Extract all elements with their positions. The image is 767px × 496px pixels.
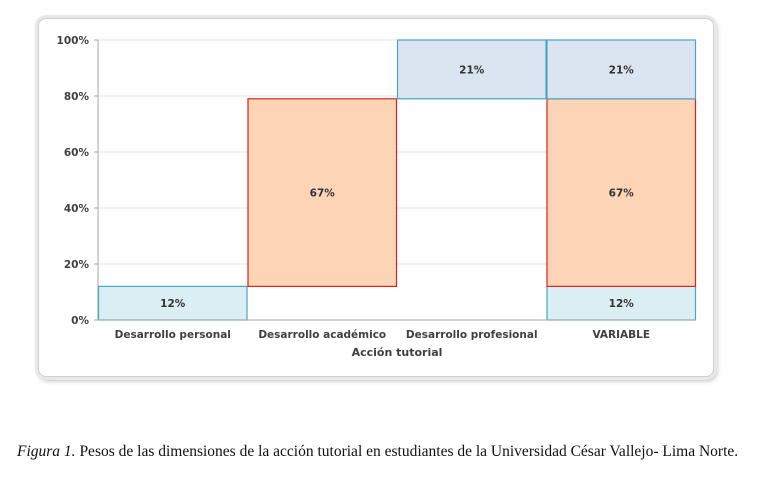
x-tick-label: Desarrollo académico bbox=[258, 329, 386, 341]
x-axis-title: Acción tutorial bbox=[352, 346, 443, 359]
bar-segment bbox=[396, 39, 547, 100]
caption-label: Figura 1. bbox=[17, 443, 76, 460]
data-label: 67% bbox=[310, 188, 336, 200]
bar-segment bbox=[97, 285, 248, 321]
x-tick-label: Desarrollo profesional bbox=[406, 329, 538, 341]
bar-segment bbox=[546, 39, 697, 100]
waterfall-chart: 0% 20% 40% 60% 80% 100% 12% 67% 21% 12% 67% 21% Desa… bbox=[57, 35, 697, 359]
y-tick-label: 40% bbox=[64, 203, 90, 215]
chart-frame: 0% 20% 40% 60% 80% 100% 12% 67% 21% 12% 67% 21% Desa… bbox=[38, 18, 714, 377]
bar-segment bbox=[247, 98, 398, 288]
x-tick-label: Desarrollo personal bbox=[115, 329, 231, 341]
y-tick-label: 80% bbox=[64, 91, 90, 103]
data-label: 12% bbox=[609, 298, 635, 310]
y-tick-label: 100% bbox=[57, 35, 90, 47]
bar-segment bbox=[546, 98, 697, 288]
data-label: 21% bbox=[459, 64, 485, 76]
data-label: 67% bbox=[609, 188, 635, 200]
y-tick-label: 60% bbox=[64, 147, 90, 159]
caption-text: Pesos de las dimensiones de la acción tu… bbox=[75, 443, 739, 460]
x-tick-label: VARIABLE bbox=[592, 329, 650, 341]
figure-caption: Figura 1. Pesos de las dimensiones de la… bbox=[17, 441, 742, 462]
y-tick-label: 0% bbox=[71, 315, 89, 327]
y-tick-label: 20% bbox=[64, 259, 90, 271]
data-label: 12% bbox=[160, 298, 186, 310]
data-label: 21% bbox=[609, 64, 635, 76]
